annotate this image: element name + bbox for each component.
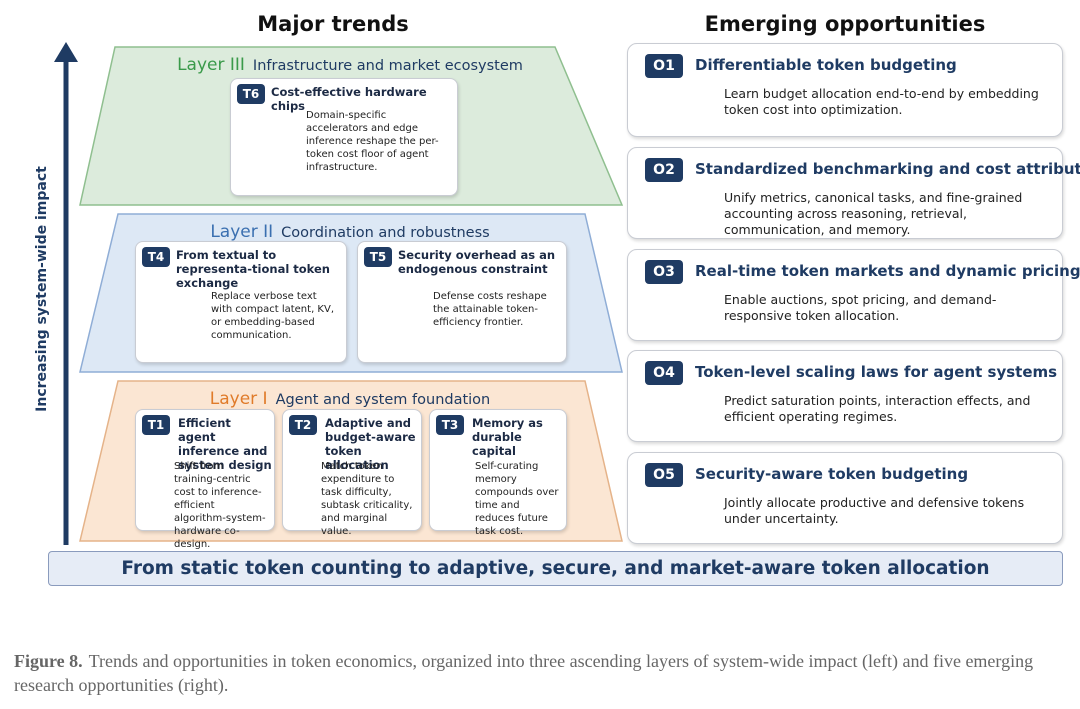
card-title: Adaptive and budget-aware token allocati… [325,416,416,472]
card-text: Jointly allocate productive and defensiv… [724,495,1025,526]
card-text: Enable auctions, spot pricing, and deman… [724,292,997,323]
layer-title: Agent and system foundation [275,392,491,408]
layer-heading: Layer I Agent and system foundation [100,389,600,409]
opportunity-card: O4 Token-level scaling laws for agent sys… [627,350,1063,442]
trend-card: T1 Efficient agent inference and system d… [135,409,275,550]
card-title: Memory as durable capital [472,416,543,458]
layer-title: Coordination and robustness [281,225,490,241]
opportunity-card: O3 Real-time token markets and dynamic pr… [627,249,1080,341]
banner: From static token counting to adaptive, … [48,551,1063,586]
card-text: Match token expenditure to task difficul… [321,461,413,537]
card-title: Real-time token markets and dynamic pric… [695,262,1080,280]
card-text: Domain-specific accelerators and edge in… [306,110,439,173]
badge: O3 [645,260,683,284]
layer-label: Layer II [210,222,274,242]
card-text: Learn budget allocation end-to-end by em… [724,86,1039,117]
opportunity-card: O5 Security-aware token budgeting Jointly … [627,452,1063,544]
card-title: Differentiable token budgeting [695,56,957,74]
badge: T4 [142,247,170,267]
card-title: Security overhead as an endogenous const… [398,248,556,276]
card-title: Cost-effective hardware chips [271,85,427,113]
trend-card: T4 From textual to representa-tional toke… [135,241,347,363]
layer-heading: Layer III Infrastructure and market ecosy… [100,55,600,75]
badge: T2 [289,415,317,435]
trend-card: T6 Cost-effective hardware chips Domain-sp… [230,78,458,196]
card-text: Shift from training-centric cost to infe… [174,461,266,550]
card-text: Unify metrics, canonical tasks, and fine… [724,190,1023,237]
card-text: Predict saturation points, interaction e… [724,393,1031,424]
card-text: Self-curating memory compounds over time… [475,461,559,537]
card-title: Efficient agent inference and system des… [178,416,272,472]
section-title: Major trends [257,12,409,36]
section-title: Emerging opportunities [704,12,986,36]
layer-label: Layer I [209,389,268,409]
axis-label: Increasing system-wide impact [34,166,50,412]
card-title: Standardized benchmarking and cost attri… [695,160,1080,178]
impact-arrow-head [54,42,78,62]
badge: T3 [436,415,464,435]
layer-heading: Layer II Coordination and robustness [100,222,600,242]
badge: T6 [237,84,265,104]
opportunity-card: O2 Standardized benchmarking and cost att… [627,147,1080,239]
trend-card: T2 Adaptive and budget-aware token alloca… [282,409,422,537]
badge: O4 [645,361,683,385]
badge: O5 [645,463,683,487]
caption-label: Figure 8. [14,651,83,671]
card-title: Token-level scaling laws for agent syste… [695,363,1058,381]
card-title: From textual to representa-tional token … [176,248,330,290]
badge: O2 [645,158,683,182]
card-title: Security-aware token budgeting [695,465,969,483]
caption-text: Trends and opportunities in token econom… [14,651,1034,695]
badge: O1 [645,54,683,78]
trend-card: T5 Security overhead as an endogenous con… [357,241,567,363]
opportunity-card: O1 Differentiable token budgeting Learn bu… [627,43,1063,137]
badge: T1 [142,415,170,435]
caption: Figure 8. Trends and opportunities in tok… [14,649,1064,697]
card-text: Defense costs reshape the attainable tok… [433,291,547,328]
trend-card: T3 Memory as durable capital Self-curating… [429,409,567,537]
card-text: Replace verbose text with compact latent… [211,291,334,341]
layer-title: Infrastructure and market ecosystem [252,58,523,74]
badge: T5 [364,247,392,267]
layer-label: Layer III [177,55,245,75]
